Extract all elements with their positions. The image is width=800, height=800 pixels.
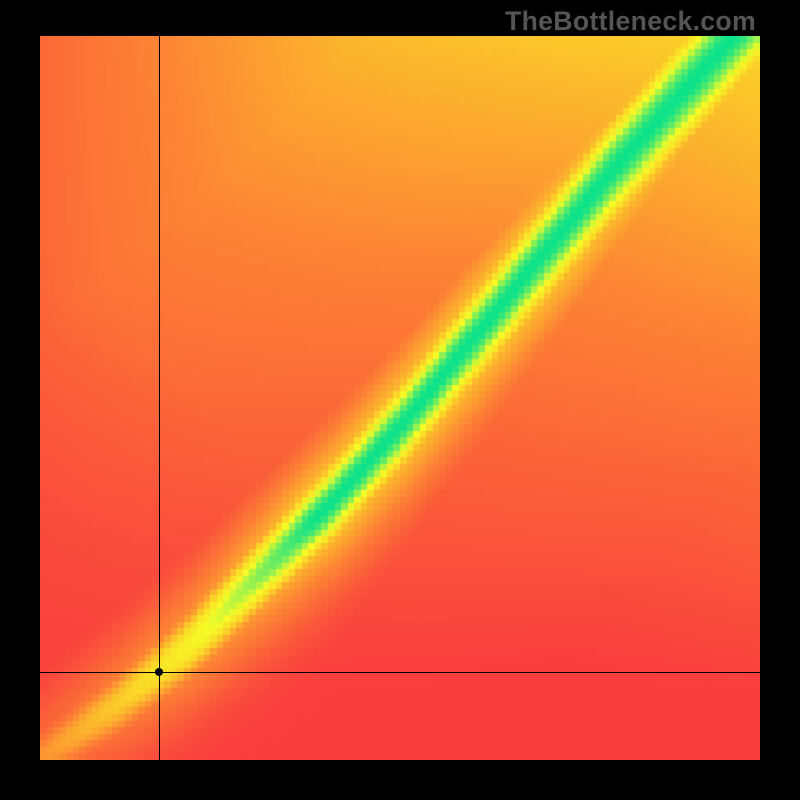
watermark-text: TheBottleneck.com	[505, 6, 756, 37]
chart-frame: TheBottleneck.com	[0, 0, 800, 800]
heatmap-plot	[40, 36, 760, 760]
heatmap-canvas	[40, 36, 760, 760]
crosshair-vertical-line	[159, 36, 160, 760]
crosshair-marker-dot	[155, 668, 163, 676]
crosshair-horizontal-line	[40, 672, 760, 673]
